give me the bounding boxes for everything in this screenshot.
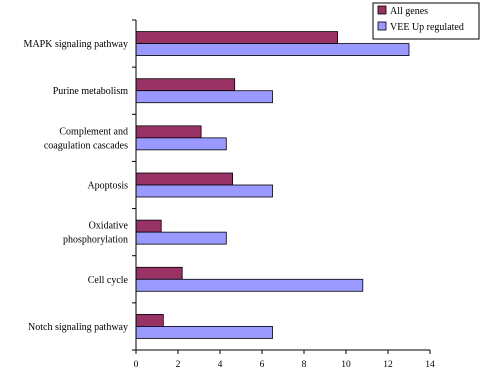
x-tick-label-3: 6 (260, 360, 265, 370)
category-label-4: Oxidative phosphorylation (63, 221, 129, 246)
bar-vee-up-regulated-0 (135, 43, 410, 56)
bar-all-genes-6 (135, 314, 164, 327)
category-label-5: Cell cycle (88, 275, 129, 286)
category-label-0: MAPK signaling pathway (24, 39, 128, 50)
bar-all-genes-3 (135, 172, 233, 186)
category-label-6: Notch signaling pathway (28, 322, 128, 333)
bar-vee-up-regulated-5 (135, 278, 364, 292)
x-tick-label-4: 8 (302, 360, 307, 370)
x-tick-label-0: 0 (134, 360, 139, 370)
category-label-2: Complement and coagulation cascades (44, 126, 128, 151)
bar-vee-up-regulated-4 (135, 231, 227, 245)
bar-all-genes-2 (135, 125, 202, 139)
bar-vee-up-regulated-2 (135, 137, 227, 151)
x-tick-label-7: 14 (425, 360, 435, 370)
bar-all-genes-5 (135, 266, 183, 280)
bar-vee-up-regulated-1 (135, 90, 273, 104)
legend-box (372, 2, 480, 40)
legend-label-0: All genes (390, 6, 428, 17)
x-tick-label-5: 10 (341, 360, 351, 370)
category-labels: MAPK signaling pathway Purine metabolism C… (24, 39, 129, 333)
legend: All genes VEE Up regulated (372, 2, 480, 40)
x-tick-label-2: 4 (218, 360, 223, 370)
axes: 0 2 4 6 8 10 12 14 (132, 19, 435, 370)
bar-all-genes-1 (135, 78, 236, 92)
category-label-1: Purine metabolism (53, 86, 128, 97)
category-label-3: Apoptosis (87, 181, 128, 192)
bar-vee-up-regulated-6 (135, 326, 273, 339)
bar-all-genes-4 (135, 219, 162, 233)
x-tick-label-1: 2 (176, 360, 181, 370)
legend-label-1: VEE Up regulated (390, 22, 464, 33)
bars-layer (135, 31, 410, 339)
legend-swatch-0 (377, 5, 387, 15)
bar-all-genes-0 (135, 31, 339, 44)
legend-swatch-1 (377, 21, 387, 31)
bar-vee-up-regulated-3 (135, 184, 273, 198)
x-tick-label-6: 12 (383, 360, 393, 370)
